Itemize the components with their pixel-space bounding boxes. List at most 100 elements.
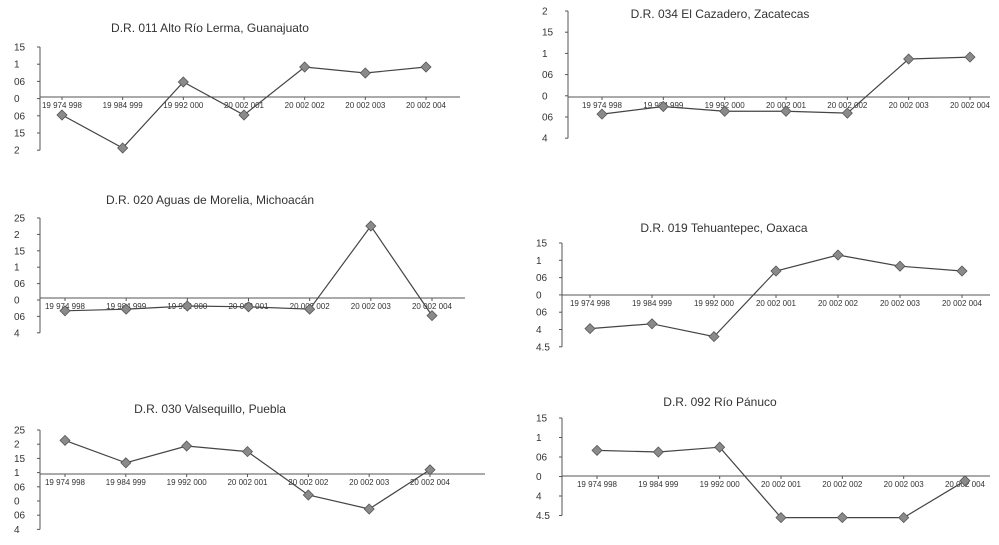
- x-tick-label: 20 002 002: [822, 480, 863, 489]
- data-point: [770, 265, 782, 277]
- data-point: [420, 61, 432, 73]
- x-tick-label: 20 002 003: [884, 480, 925, 489]
- y-tick-label: 06: [536, 453, 548, 464]
- data-point: [584, 323, 596, 335]
- data-point: [426, 310, 438, 322]
- data-point: [836, 512, 848, 524]
- x-tick-label: 19 984 999: [632, 299, 673, 308]
- y-tick-label: 2: [14, 230, 20, 241]
- y-tick-label: 15: [536, 239, 548, 250]
- y-tick-label: 0: [536, 472, 542, 483]
- data-point: [242, 301, 255, 313]
- x-tick-label: 19 984 999: [106, 478, 147, 487]
- x-tick-label: 20 002 004: [942, 299, 983, 308]
- x-tick-label: 19 974 998: [577, 480, 618, 489]
- x-tick-label: 20 002 004: [412, 302, 453, 311]
- x-tick-label: 19 974 998: [42, 101, 83, 110]
- y-tick-label: 0: [14, 296, 20, 307]
- y-tick-label: 2: [14, 440, 20, 451]
- data-point: [299, 61, 311, 73]
- x-tick-label: 20 002 003: [880, 299, 921, 308]
- x-tick-label: 20 002 002: [818, 299, 859, 308]
- x-tick-label: 20 002 004: [410, 478, 451, 487]
- y-tick-label: 15: [14, 43, 26, 54]
- data-point: [117, 142, 129, 154]
- data-point: [241, 446, 254, 458]
- y-tick-label: 06: [14, 511, 26, 522]
- data-point: [959, 475, 971, 487]
- data-point: [657, 100, 669, 113]
- x-tick-label: 20 002 003: [889, 101, 930, 110]
- x-tick-label: 20 002 001: [227, 478, 268, 487]
- y-tick-label: 1: [14, 60, 20, 71]
- data-point: [596, 108, 608, 120]
- x-tick-label: 20 002 001: [756, 299, 797, 308]
- data-point: [903, 53, 915, 65]
- y-tick-label: 4: [536, 492, 542, 503]
- y-tick-label: 06: [14, 77, 26, 88]
- data-point: [591, 444, 603, 456]
- y-tick-label: 2: [542, 7, 548, 18]
- y-tick-label: 4: [542, 134, 548, 145]
- y-tick-label: 06: [542, 70, 554, 81]
- y-tick-label: 15: [14, 454, 26, 465]
- data-point: [120, 303, 132, 315]
- x-tick-label: 20 002 004: [950, 101, 991, 110]
- data-point: [120, 457, 132, 469]
- y-tick-label: 1: [14, 263, 20, 274]
- y-tick-label: 06: [14, 111, 26, 122]
- data-point: [238, 109, 250, 121]
- y-tick-label: 0: [536, 290, 542, 301]
- data-point: [59, 305, 71, 317]
- data-point: [964, 51, 976, 63]
- data-point: [177, 76, 189, 88]
- y-tick-label: 06: [14, 279, 26, 290]
- x-tick-label: 20 002 001: [761, 480, 802, 489]
- x-tick-label: 20 002 003: [345, 101, 386, 110]
- y-tick-label: 0: [542, 91, 548, 102]
- data-point: [56, 109, 68, 121]
- data-point: [181, 300, 193, 312]
- chart-panel-4: D.R. 019 Tehuantepec, Oaxaca 15 1 06 0 06 4 4.5…: [536, 221, 990, 353]
- x-tick-label: 20 002 003: [349, 478, 390, 487]
- y-tick-label: 2: [14, 146, 20, 157]
- y-tick-label: 4.5: [536, 511, 550, 522]
- y-tick-label: 06: [542, 113, 554, 124]
- y-tick-label: 06: [14, 312, 26, 323]
- y-tick-label: 0: [14, 497, 20, 508]
- data-point: [181, 440, 193, 452]
- y-tick-label: 4.5: [536, 342, 550, 353]
- y-tick-label: 4: [14, 328, 20, 339]
- y-tick-label: 1: [542, 49, 548, 60]
- x-tick-label: 20 002 002: [288, 478, 329, 487]
- x-tick-label: 19 992 000: [700, 480, 741, 489]
- y-tick-label: 15: [14, 129, 26, 140]
- data-point: [302, 489, 314, 501]
- data-point: [365, 220, 377, 232]
- data-point: [708, 331, 720, 343]
- x-tick-label: 19 992 000: [694, 299, 735, 308]
- x-tick-label: 20 002 004: [406, 101, 447, 110]
- y-tick-label: 4: [14, 525, 20, 536]
- y-tick-label: 0: [14, 94, 20, 105]
- chart-title: D.R. 011 Alto Río Lerma, Guanajuato: [111, 21, 309, 35]
- data-point: [841, 107, 853, 119]
- data-point: [304, 303, 316, 315]
- data-point: [363, 503, 375, 515]
- data-point: [780, 105, 792, 117]
- x-tick-label: 19 992 000: [163, 101, 204, 110]
- chart-title: D.R. 030 Valsequillo, Puebla: [134, 402, 286, 416]
- y-tick-label: 06: [536, 308, 548, 319]
- y-tick-label: 06: [536, 273, 548, 284]
- y-tick-label: 15: [14, 246, 26, 257]
- y-tick-label: 4: [536, 325, 542, 336]
- data-point: [714, 441, 726, 453]
- y-tick-label: 25: [14, 214, 26, 225]
- data-point: [646, 318, 658, 330]
- y-tick-label: 1: [536, 433, 542, 444]
- chart-title: D.R. 019 Tehuantepec, Oaxaca: [640, 221, 808, 235]
- x-tick-label: 20 002 001: [224, 101, 265, 110]
- chart-panel-1: D.R. 011 Alto Río Lerma, Guanajuato 15 1 06…: [14, 21, 460, 157]
- chart-title: D.R. 034 El Cazadero, Zacatecas: [631, 7, 810, 21]
